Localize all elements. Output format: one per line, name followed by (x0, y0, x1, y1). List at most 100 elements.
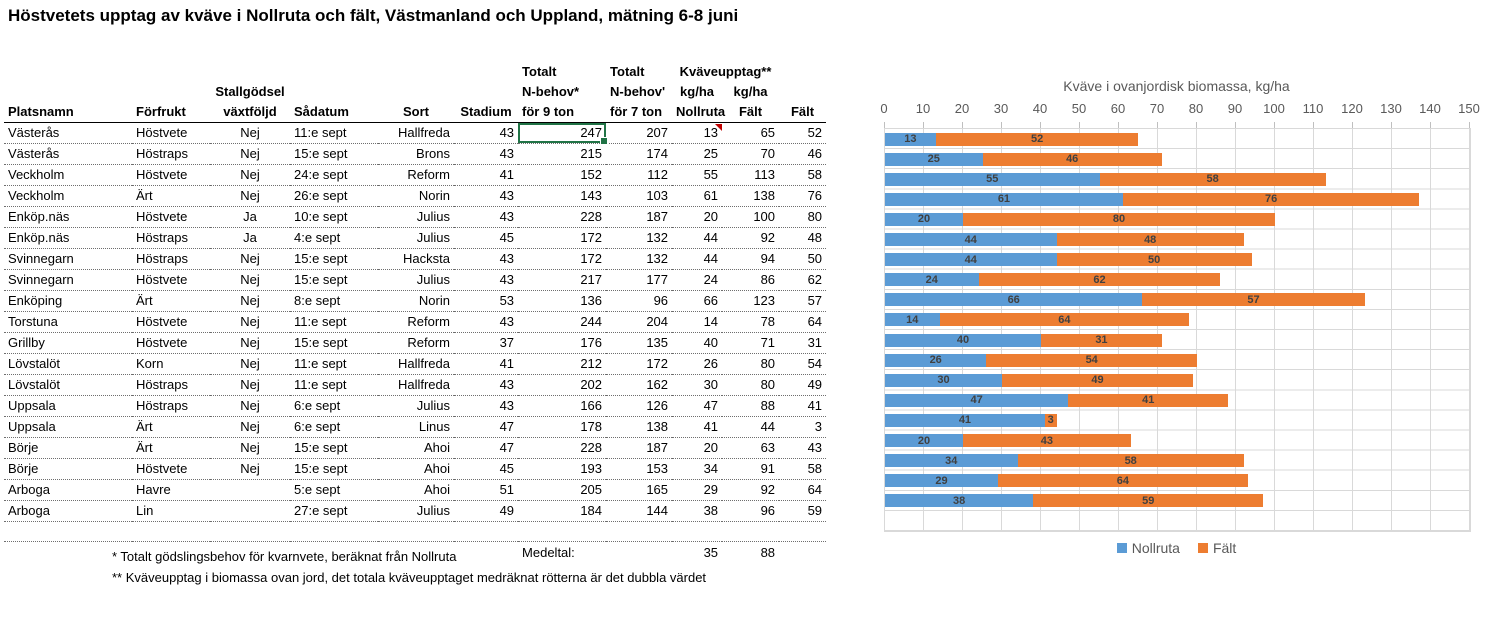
cell[interactable]: 70 (722, 143, 780, 165)
cell[interactable]: 86 (722, 269, 780, 291)
cell[interactable]: Ärt (132, 290, 210, 312)
cell[interactable]: Julius (378, 269, 454, 291)
cell[interactable]: Nej (210, 248, 290, 270)
bar-segment-nollruta[interactable]: 47 (885, 393, 1069, 407)
cell[interactable]: Höstraps (132, 395, 210, 417)
cell[interactable]: Arboga (4, 479, 132, 501)
cell[interactable]: Julius (378, 500, 454, 522)
cell[interactable]: 80 (722, 374, 780, 396)
cell[interactable]: 96 (606, 290, 673, 312)
fill-handle[interactable] (600, 137, 609, 145)
cell[interactable]: Höstraps (132, 374, 210, 396)
cell[interactable]: 126 (606, 395, 673, 417)
cell[interactable]: Nej (210, 353, 290, 375)
chart-title[interactable]: Kväve i ovanjordisk biomassa, kg/ha (1063, 78, 1290, 94)
cell[interactable]: 66 (672, 290, 723, 312)
cell[interactable]: 76 (779, 185, 827, 207)
cell[interactable]: 15:e sept (290, 332, 378, 354)
cell[interactable]: Höstraps (132, 248, 210, 270)
cell[interactable]: 123 (722, 290, 780, 312)
cell[interactable]: 41 (454, 353, 519, 375)
cell[interactable]: 44 (672, 248, 723, 270)
cell[interactable]: 64 (779, 311, 827, 333)
cell[interactable]: Nej (210, 437, 290, 459)
cell[interactable]: 6:e sept (290, 416, 378, 438)
cell[interactable]: 65 (722, 122, 780, 144)
cell[interactable]: Hallfreda (378, 374, 454, 396)
cell[interactable]: 59 (779, 500, 827, 522)
header-platsnamn[interactable]: Platsnamn (4, 102, 132, 123)
bar-segment-falt[interactable]: 31 (1041, 333, 1162, 347)
cell[interactable]: 64 (779, 479, 827, 501)
bar-segment-nollruta[interactable]: 66 (885, 293, 1143, 307)
cell[interactable]: 212 (518, 353, 607, 375)
cell[interactable]: 50 (779, 248, 827, 270)
cell[interactable]: Svinnegarn (4, 269, 132, 291)
cell[interactable]: 20 (672, 437, 723, 459)
bar-segment-falt[interactable]: 76 (1122, 192, 1420, 206)
cell[interactable]: Korn (132, 353, 210, 375)
cell[interactable]: 178 (518, 416, 607, 438)
cell[interactable]: Ärt (132, 185, 210, 207)
cell[interactable]: Ahoi (378, 458, 454, 480)
medeltal-falt-value[interactable]: 88 (760, 545, 776, 560)
cell[interactable]: 11:e sept (290, 374, 378, 396)
cell[interactable]: 71 (722, 332, 780, 354)
cell[interactable]: 112 (606, 164, 673, 186)
cell[interactable]: Börje (4, 437, 132, 459)
cell[interactable]: 48 (779, 227, 827, 249)
cell[interactable]: Nej (210, 395, 290, 417)
cell[interactable]: Höstraps (132, 143, 210, 165)
cell[interactable]: 132 (606, 248, 673, 270)
bar-segment-falt[interactable]: 3 (1044, 413, 1057, 427)
cell[interactable]: 47 (454, 416, 519, 438)
cell[interactable]: Höstvete (132, 206, 210, 228)
cell[interactable]: Havre (132, 479, 210, 501)
cell[interactable]: Nej (210, 185, 290, 207)
cell[interactable]: 94 (722, 248, 780, 270)
bar-segment-nollruta[interactable]: 29 (885, 474, 999, 488)
cell[interactable]: 174 (606, 143, 673, 165)
cell[interactable]: Västerås (4, 122, 132, 144)
cell[interactable] (210, 500, 290, 522)
bar-segment-nollruta[interactable]: 41 (885, 413, 1045, 427)
cell[interactable]: 217 (518, 269, 607, 291)
bar-segment-falt[interactable]: 41 (1068, 393, 1229, 407)
cell[interactable]: 43 (454, 269, 519, 291)
bar-segment-nollruta[interactable]: 55 (885, 172, 1100, 186)
bar-segment-nollruta[interactable]: 30 (885, 373, 1002, 387)
cell[interactable]: 41 (454, 164, 519, 186)
bar-segment-falt[interactable]: 49 (1002, 373, 1194, 387)
cell[interactable]: 43 (454, 248, 519, 270)
cell[interactable]: Nej (210, 122, 290, 144)
cell[interactable]: Höstvete (132, 269, 210, 291)
cell[interactable]: Lövstalöt (4, 374, 132, 396)
cell[interactable]: Nej (210, 269, 290, 291)
header-sort[interactable]: Sort (378, 102, 454, 123)
cell[interactable]: 44 (672, 227, 723, 249)
cell[interactable]: 202 (518, 374, 607, 396)
cell[interactable]: 92 (722, 479, 780, 501)
header-falt[interactable]: Fält (722, 102, 780, 123)
cell[interactable]: 43 (454, 185, 519, 207)
cell[interactable]: 13 (672, 122, 723, 144)
cell[interactable]: 5:e sept (290, 479, 378, 501)
cell[interactable]: Julius (378, 227, 454, 249)
bar-segment-nollruta[interactable]: 44 (885, 253, 1057, 267)
cell[interactable]: 15:e sept (290, 437, 378, 459)
cell[interactable]: 177 (606, 269, 673, 291)
cell[interactable]: 3 (779, 416, 827, 438)
cell[interactable]: 165 (606, 479, 673, 501)
cell[interactable]: Ahoi (378, 479, 454, 501)
bar-segment-nollruta[interactable]: 14 (885, 313, 940, 327)
cell[interactable]: Nej (210, 332, 290, 354)
bar-segment-falt[interactable]: 62 (978, 273, 1221, 287)
medeltal-label[interactable]: Medeltal: (522, 545, 575, 560)
bar-segment-falt[interactable]: 80 (963, 212, 1275, 226)
cell[interactable]: Lin (132, 500, 210, 522)
header-for-9-ton[interactable]: för 9 ton (518, 102, 607, 123)
cell[interactable]: 61 (672, 185, 723, 207)
cell[interactable]: Reform (378, 164, 454, 186)
cell[interactable]: 11:e sept (290, 353, 378, 375)
bar-segment-falt[interactable]: 54 (986, 353, 1197, 367)
